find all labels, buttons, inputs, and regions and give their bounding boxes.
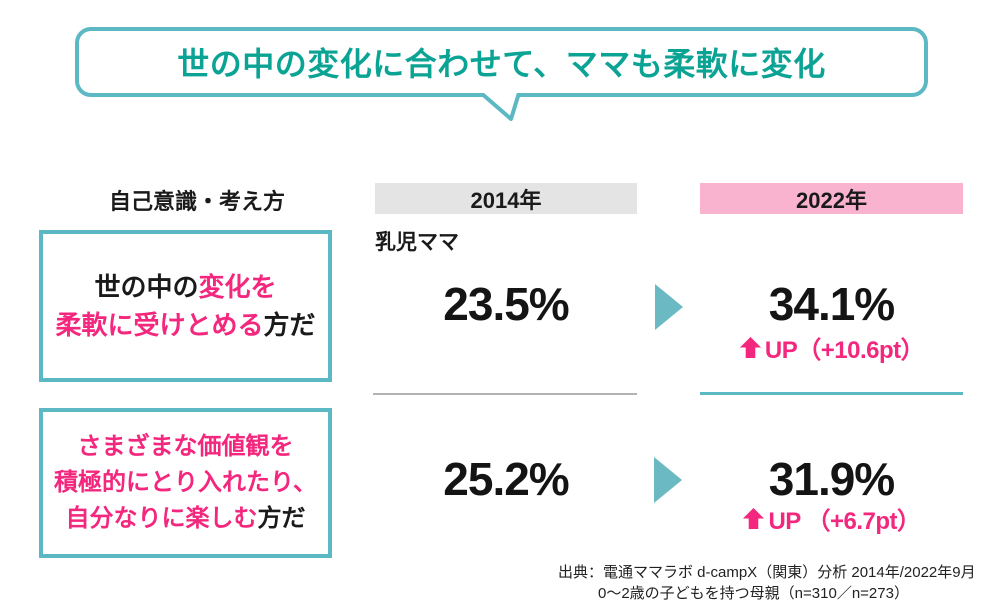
statement-2-line-2: 積極的にとり入れたり、	[53, 469, 318, 496]
up-label-row-2: UP （+6.7pt）	[768, 507, 921, 535]
source-footnote: 出典：電通ママラボ d-campX（関東）分析 2014年/2022年9月 0〜…	[558, 562, 976, 604]
source-line-1: 出典：電通ママラボ d-campX（関東）分析 2014年/2022年9月	[558, 564, 976, 581]
column-header-2022: 2022年	[700, 183, 963, 214]
column-header-2022-label: 2022年	[796, 187, 867, 213]
statement-2-pink-text: 自分なりに楽しむ	[65, 505, 258, 532]
statement-1-pink-text: 変化を	[198, 272, 277, 302]
divider-teal	[700, 392, 963, 395]
column-header-2014-label: 2014年	[470, 187, 542, 213]
title-speech-bubble: 世の中の変化に合わせて、ママも柔軟に変化	[75, 27, 928, 97]
value-2014-row-1: 23.5%	[443, 278, 569, 330]
statement-1-pink-text-2: 柔軟に受けとめる	[55, 310, 264, 340]
statement-1-black-text-2: 方だ	[263, 310, 316, 340]
value-2022-row-1: 34.1%	[768, 278, 895, 330]
speech-bubble-tail	[479, 93, 521, 121]
up-label-row-1: UP（+10.6pt）	[764, 336, 925, 364]
group-label: 乳児ママ	[375, 231, 459, 254]
statement-1-black-text: 世の中の	[94, 272, 199, 302]
up-arrow-icon	[743, 507, 765, 529]
column-header-2014: 2014年	[375, 183, 637, 214]
statement-2-line-3: 自分なりに楽しむ方だ	[66, 501, 306, 537]
value-2022-row-2: 31.9%	[768, 453, 895, 505]
statement-1-line-2: 柔軟に受けとめる方だ	[55, 306, 315, 344]
right-arrow-icon	[654, 457, 682, 503]
up-badge-row-1: UP（+10.6pt）	[700, 333, 963, 364]
value-2014-row-2: 25.2%	[443, 453, 569, 505]
page-title: 世の中の変化に合わせて、ママも柔軟に変化	[177, 46, 826, 82]
statement-box-2: さまざまな価値観を 積極的にとり入れたり、 自分なりに楽しむ方だ	[39, 408, 332, 558]
divider-gray	[373, 393, 637, 395]
up-badge-row-2: UP （+6.7pt）	[700, 504, 963, 535]
statement-2-line-1: さまざまな価値観を	[77, 433, 294, 460]
statement-2-black-text: 方だ	[257, 505, 306, 532]
statement-1-line-1: 世の中の変化を	[94, 268, 276, 306]
row-header-label: 自己意識・考え方	[108, 189, 285, 214]
up-arrow-icon	[739, 336, 761, 358]
statement-box-1: 世の中の変化を 柔軟に受けとめる方だ	[39, 230, 332, 382]
right-arrow-icon	[655, 284, 683, 330]
source-line-2: 0〜2歳の子どもを持つ母親（n=310／n=273）	[598, 585, 909, 602]
